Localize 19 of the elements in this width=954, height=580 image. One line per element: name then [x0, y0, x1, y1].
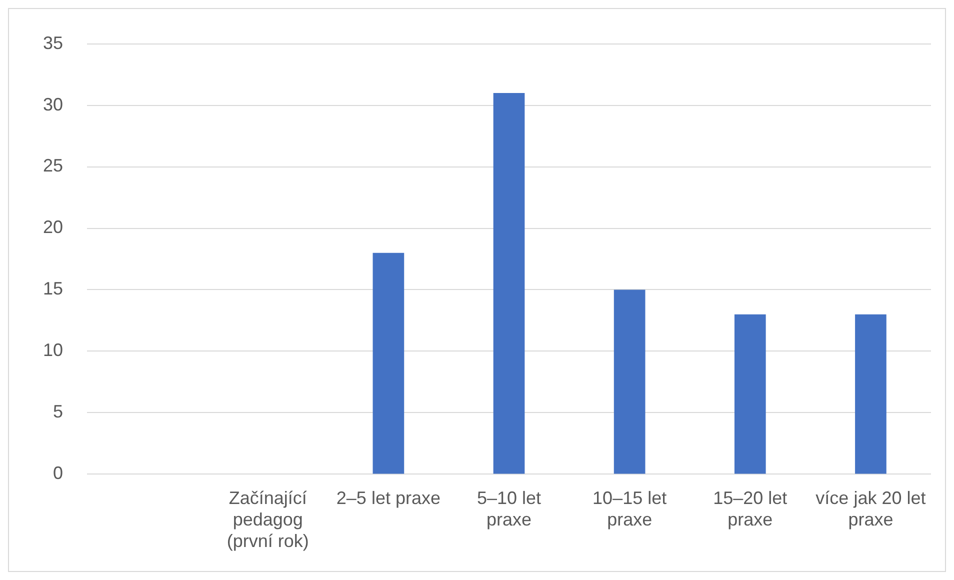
- y-tick-label: 0: [53, 463, 64, 484]
- x-tick-label: 2–5 let praxe: [336, 488, 440, 508]
- x-tick-label: 10–15 let praxe: [592, 488, 667, 530]
- bar: [372, 252, 404, 474]
- bar: [734, 314, 766, 474]
- y-tick-label: 35: [42, 32, 64, 53]
- y-tick-label: 25: [42, 156, 64, 176]
- x-tick-label: Začínající pedagog (první rok): [226, 488, 309, 552]
- x-tick-label: 5–10 let praxe: [476, 488, 542, 530]
- y-tick-label: 30: [42, 94, 64, 114]
- x-tick-label: 15–20 let praxe: [713, 488, 788, 530]
- bar: [614, 290, 646, 474]
- x-tick-label: více jak 20 let praxe: [816, 488, 926, 530]
- y-tick-label: 10: [42, 340, 64, 360]
- bar: [855, 314, 886, 474]
- y-tick-label: 20: [42, 217, 64, 238]
- y-tick-label: 15: [42, 278, 64, 299]
- bar: [493, 92, 525, 474]
- y-tick-label: 5: [53, 402, 64, 422]
